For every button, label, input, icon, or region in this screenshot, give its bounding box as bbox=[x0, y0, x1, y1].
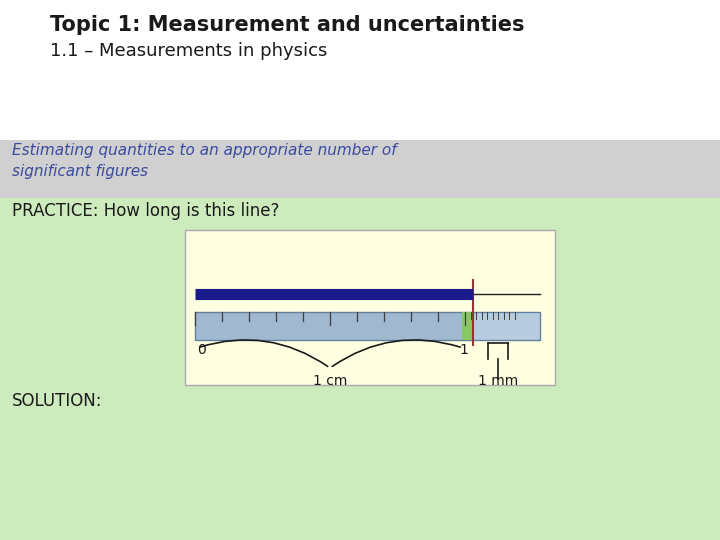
Bar bbox=[0, 198, 720, 540]
Text: 0: 0 bbox=[197, 343, 206, 357]
Text: Estimating quantities to an appropriate number of
significant figures: Estimating quantities to an appropriate … bbox=[12, 143, 397, 179]
Bar bbox=[195, 312, 465, 340]
Bar bbox=[0, 140, 720, 200]
Bar bbox=[195, 312, 540, 340]
Text: 1 cm: 1 cm bbox=[312, 374, 347, 388]
Bar bbox=[462, 312, 474, 340]
Bar bbox=[0, 0, 720, 142]
Bar bbox=[185, 230, 555, 385]
Text: SOLUTION:: SOLUTION: bbox=[12, 392, 102, 410]
Text: 1: 1 bbox=[459, 343, 468, 357]
Text: 1.1 – Measurements in physics: 1.1 – Measurements in physics bbox=[50, 42, 328, 60]
Text: Topic 1: Measurement and uncertainties: Topic 1: Measurement and uncertainties bbox=[50, 15, 524, 35]
Text: 1 mm: 1 mm bbox=[478, 374, 518, 388]
Text: PRACTICE: How long is this line?: PRACTICE: How long is this line? bbox=[12, 202, 279, 220]
Bar bbox=[465, 312, 540, 340]
